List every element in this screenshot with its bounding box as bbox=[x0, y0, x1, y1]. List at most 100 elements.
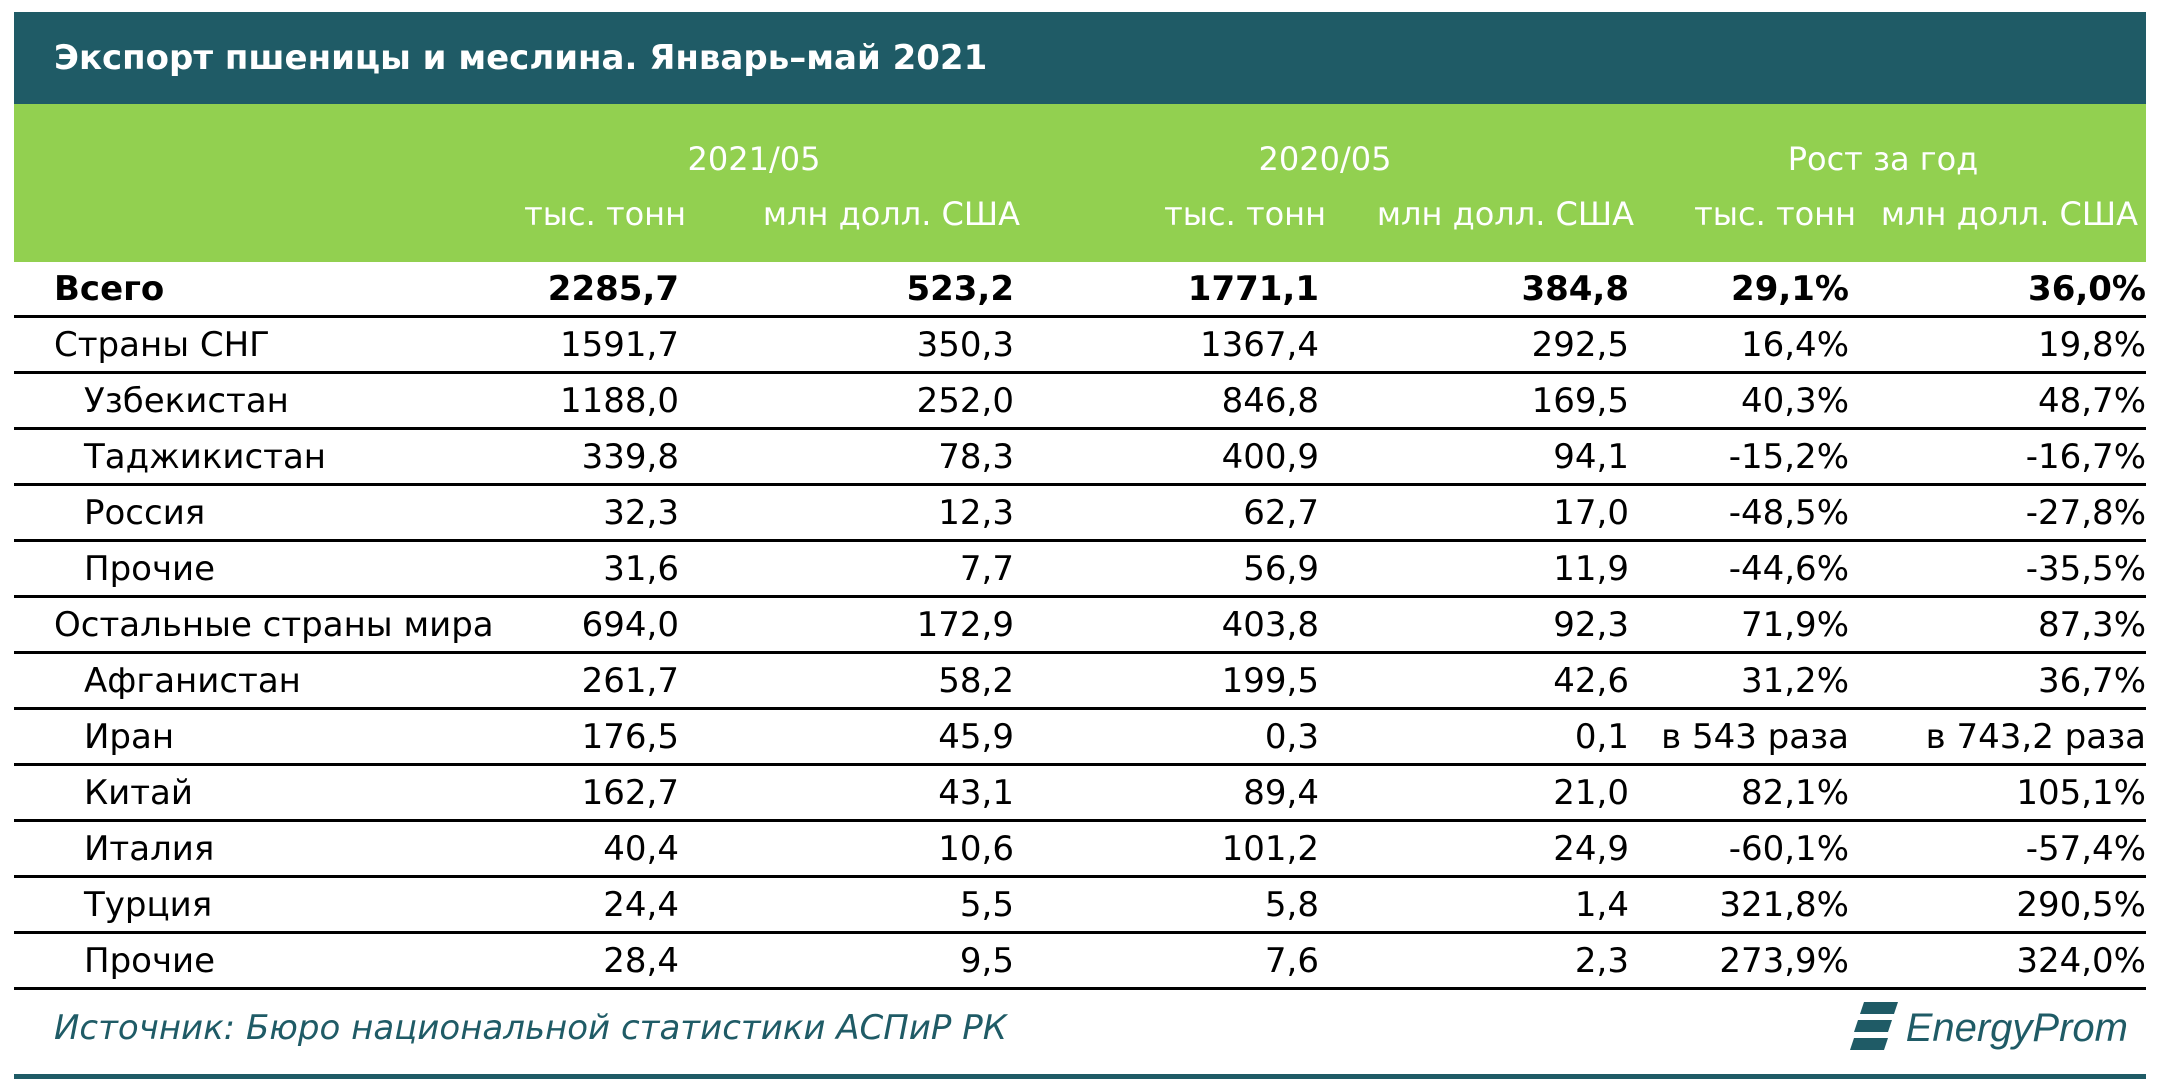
cell-tonnes-2020: 403,8 bbox=[1014, 596, 1319, 654]
cell-tonnes-2020: 1367,4 bbox=[1014, 316, 1319, 374]
table-body: Всего 2285,7 523,2 1771,1 384,8 29,1% 36,0% Стр… bbox=[14, 262, 2146, 990]
cell-growth-tonnes: 321,8% bbox=[1629, 876, 1849, 934]
row-label: Россия bbox=[14, 484, 479, 542]
cell-growth-tonnes: -60,1% bbox=[1629, 820, 1849, 878]
cell-tonnes-2021: 162,7 bbox=[479, 764, 679, 822]
energyprom-logo: EnergyProm bbox=[1849, 1000, 2128, 1056]
row-label: Италия bbox=[14, 820, 479, 878]
cell-usd-2020: 1,4 bbox=[1319, 876, 1629, 934]
subheader-growth-usd: млн долл. США bbox=[1880, 195, 2138, 233]
cell-growth-tonnes: 71,9% bbox=[1629, 596, 1849, 654]
cell-growth-tonnes: в 543 раза bbox=[1629, 708, 1849, 766]
cell-usd-2020: 42,6 bbox=[1319, 652, 1629, 710]
table-row: Афганистан 261,7 58,2 199,5 42,6 31,2% 36,7% bbox=[14, 652, 2146, 710]
cell-growth-usd: 324,0% bbox=[1849, 932, 2146, 990]
cell-usd-2021: 252,0 bbox=[679, 372, 1014, 430]
logo-wordmark: EnergyProm bbox=[1905, 1005, 2128, 1050]
table-title: Экспорт пшеницы и меслина. Январь–май 20… bbox=[14, 12, 2146, 104]
cell-usd-2020: 2,3 bbox=[1319, 932, 1629, 990]
subheader-2021-tonnes: тыс. тонн bbox=[524, 195, 686, 233]
row-label: Китай bbox=[14, 764, 479, 822]
cell-tonnes-2020: 56,9 bbox=[1014, 540, 1319, 598]
cell-tonnes-2021: 1591,7 bbox=[479, 316, 679, 374]
cell-growth-tonnes: 273,9% bbox=[1629, 932, 1849, 990]
cell-usd-2020: 169,5 bbox=[1319, 372, 1629, 430]
column-header-band: 2021/05 2020/05 Рост за год тыс. тонн мл… bbox=[14, 104, 2146, 262]
row-label: Прочие bbox=[14, 540, 479, 598]
table-row: Прочие 28,4 9,5 7,6 2,3 273,9% 324,0% bbox=[14, 932, 2146, 990]
cell-growth-usd: -16,7% bbox=[1849, 428, 2146, 486]
cell-usd-2021: 523,2 bbox=[679, 262, 1014, 318]
cell-tonnes-2021: 339,8 bbox=[479, 428, 679, 486]
cell-tonnes-2021: 31,6 bbox=[479, 540, 679, 598]
cell-growth-tonnes: 82,1% bbox=[1629, 764, 1849, 822]
cell-tonnes-2021: 32,3 bbox=[479, 484, 679, 542]
cell-tonnes-2021: 28,4 bbox=[479, 932, 679, 990]
group-header-growth: Рост за год bbox=[1787, 140, 1979, 178]
cell-usd-2020: 0,1 bbox=[1319, 708, 1629, 766]
cell-usd-2021: 45,9 bbox=[679, 708, 1014, 766]
row-label: Страны СНГ bbox=[14, 316, 479, 374]
cell-growth-tonnes: 29,1% bbox=[1629, 262, 1849, 318]
export-table-card: Экспорт пшеницы и меслина. Январь–май 20… bbox=[14, 12, 2146, 1079]
cell-growth-usd: 36,0% bbox=[1849, 262, 2146, 318]
table-row: Остальные страны мира 694,0 172,9 403,8 92,3… bbox=[14, 596, 2146, 654]
cell-tonnes-2021: 694,0 bbox=[479, 596, 679, 654]
cell-usd-2021: 43,1 bbox=[679, 764, 1014, 822]
cell-growth-usd: 87,3% bbox=[1849, 596, 2146, 654]
cell-usd-2020: 17,0 bbox=[1319, 484, 1629, 542]
cell-tonnes-2020: 199,5 bbox=[1014, 652, 1319, 710]
group-header-2020: 2020/05 bbox=[1258, 140, 1392, 178]
cell-tonnes-2021: 1188,0 bbox=[479, 372, 679, 430]
subheader-growth-tonnes: тыс. тонн bbox=[1694, 195, 1856, 233]
cell-usd-2020: 21,0 bbox=[1319, 764, 1629, 822]
cell-usd-2020: 92,3 bbox=[1319, 596, 1629, 654]
cell-growth-usd: 36,7% bbox=[1849, 652, 2146, 710]
cell-tonnes-2021: 2285,7 bbox=[479, 262, 679, 318]
table-row: Иран 176,5 45,9 0,3 0,1 в 543 раза в 743,2 раз… bbox=[14, 708, 2146, 766]
cell-tonnes-2021: 176,5 bbox=[479, 708, 679, 766]
cell-usd-2021: 78,3 bbox=[679, 428, 1014, 486]
row-label: Прочие bbox=[14, 932, 479, 990]
cell-tonnes-2020: 62,7 bbox=[1014, 484, 1319, 542]
cell-usd-2020: 24,9 bbox=[1319, 820, 1629, 878]
table-row: Россия 32,3 12,3 62,7 17,0 -48,5% -27,8% bbox=[14, 484, 2146, 542]
table-row: Китай 162,7 43,1 89,4 21,0 82,1% 105,1% bbox=[14, 764, 2146, 822]
cell-tonnes-2021: 24,4 bbox=[479, 876, 679, 934]
cell-growth-usd: 105,1% bbox=[1849, 764, 2146, 822]
cell-growth-usd: -57,4% bbox=[1849, 820, 2146, 878]
cell-usd-2021: 350,3 bbox=[679, 316, 1014, 374]
cell-growth-usd: 19,8% bbox=[1849, 316, 2146, 374]
energyprom-logo-icon bbox=[1849, 1002, 1898, 1050]
cell-tonnes-2021: 261,7 bbox=[479, 652, 679, 710]
row-label: Иран bbox=[14, 708, 479, 766]
cell-growth-tonnes: -15,2% bbox=[1629, 428, 1849, 486]
row-label: Всего bbox=[14, 262, 479, 318]
table-row: Страны СНГ 1591,7 350,3 1367,4 292,5 16,4% 19,… bbox=[14, 316, 2146, 374]
cell-growth-tonnes: 16,4% bbox=[1629, 316, 1849, 374]
cell-usd-2020: 292,5 bbox=[1319, 316, 1629, 374]
cell-tonnes-2020: 5,8 bbox=[1014, 876, 1319, 934]
subheader-2021-usd: млн долл. США bbox=[762, 195, 1020, 233]
cell-growth-tonnes: 40,3% bbox=[1629, 372, 1849, 430]
cell-tonnes-2020: 846,8 bbox=[1014, 372, 1319, 430]
cell-growth-usd: 48,7% bbox=[1849, 372, 2146, 430]
cell-growth-usd: в 743,2 раза bbox=[1849, 708, 2146, 766]
cell-usd-2021: 7,7 bbox=[679, 540, 1014, 598]
cell-usd-2020: 94,1 bbox=[1319, 428, 1629, 486]
cell-tonnes-2020: 89,4 bbox=[1014, 764, 1319, 822]
table-footer: Источник: Бюро национальной статистики А… bbox=[14, 990, 2146, 1079]
subheader-2020-tonnes: тыс. тонн bbox=[1164, 195, 1326, 233]
cell-usd-2021: 9,5 bbox=[679, 932, 1014, 990]
row-label: Турция bbox=[14, 876, 479, 934]
cell-usd-2021: 58,2 bbox=[679, 652, 1014, 710]
cell-usd-2021: 5,5 bbox=[679, 876, 1014, 934]
row-label: Остальные страны мира bbox=[14, 596, 494, 654]
data-table: Всего 2285,7 523,2 1771,1 384,8 29,1% 36,0% Стр… bbox=[14, 262, 2146, 990]
cell-growth-tonnes: 31,2% bbox=[1629, 652, 1849, 710]
cell-growth-usd: -35,5% bbox=[1849, 540, 2146, 598]
cell-usd-2021: 12,3 bbox=[679, 484, 1014, 542]
table-row: Италия 40,4 10,6 101,2 24,9 -60,1% -57,4% bbox=[14, 820, 2146, 878]
cell-usd-2021: 172,9 bbox=[679, 596, 1014, 654]
source-note: Источник: Бюро национальной статистики А… bbox=[54, 1008, 1007, 1048]
